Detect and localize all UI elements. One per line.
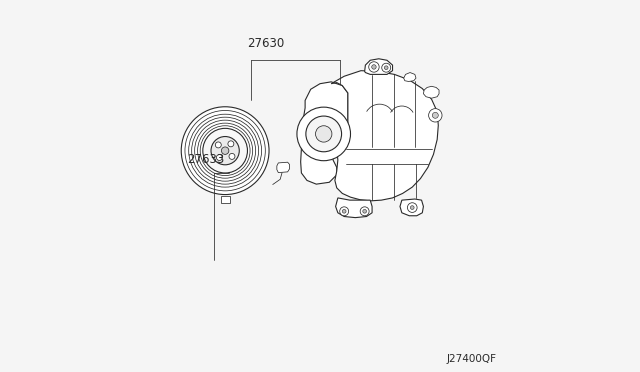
Circle shape (360, 207, 369, 216)
Polygon shape (404, 73, 416, 81)
Polygon shape (335, 198, 372, 218)
Polygon shape (277, 162, 289, 173)
Circle shape (228, 141, 234, 147)
Circle shape (216, 154, 222, 160)
Circle shape (215, 142, 221, 148)
Circle shape (342, 209, 346, 213)
Text: 27630: 27630 (248, 37, 285, 50)
Circle shape (385, 66, 388, 70)
Polygon shape (365, 59, 392, 74)
Circle shape (408, 203, 417, 212)
Polygon shape (331, 71, 438, 201)
Polygon shape (221, 196, 230, 203)
Circle shape (369, 62, 379, 72)
Circle shape (203, 128, 248, 173)
Circle shape (221, 147, 229, 154)
Circle shape (297, 107, 351, 161)
Circle shape (381, 63, 390, 72)
Circle shape (372, 65, 376, 69)
Circle shape (363, 209, 367, 213)
Circle shape (316, 126, 332, 142)
Polygon shape (400, 199, 424, 216)
Polygon shape (424, 86, 439, 98)
Circle shape (429, 109, 442, 122)
Circle shape (211, 137, 239, 165)
Circle shape (229, 153, 235, 159)
Polygon shape (301, 82, 348, 184)
Text: J27400QF: J27400QF (447, 354, 497, 364)
Circle shape (410, 206, 414, 209)
Circle shape (433, 112, 438, 118)
Text: 27633: 27633 (187, 153, 225, 166)
Circle shape (306, 116, 342, 152)
Circle shape (181, 107, 269, 195)
Circle shape (340, 207, 349, 216)
